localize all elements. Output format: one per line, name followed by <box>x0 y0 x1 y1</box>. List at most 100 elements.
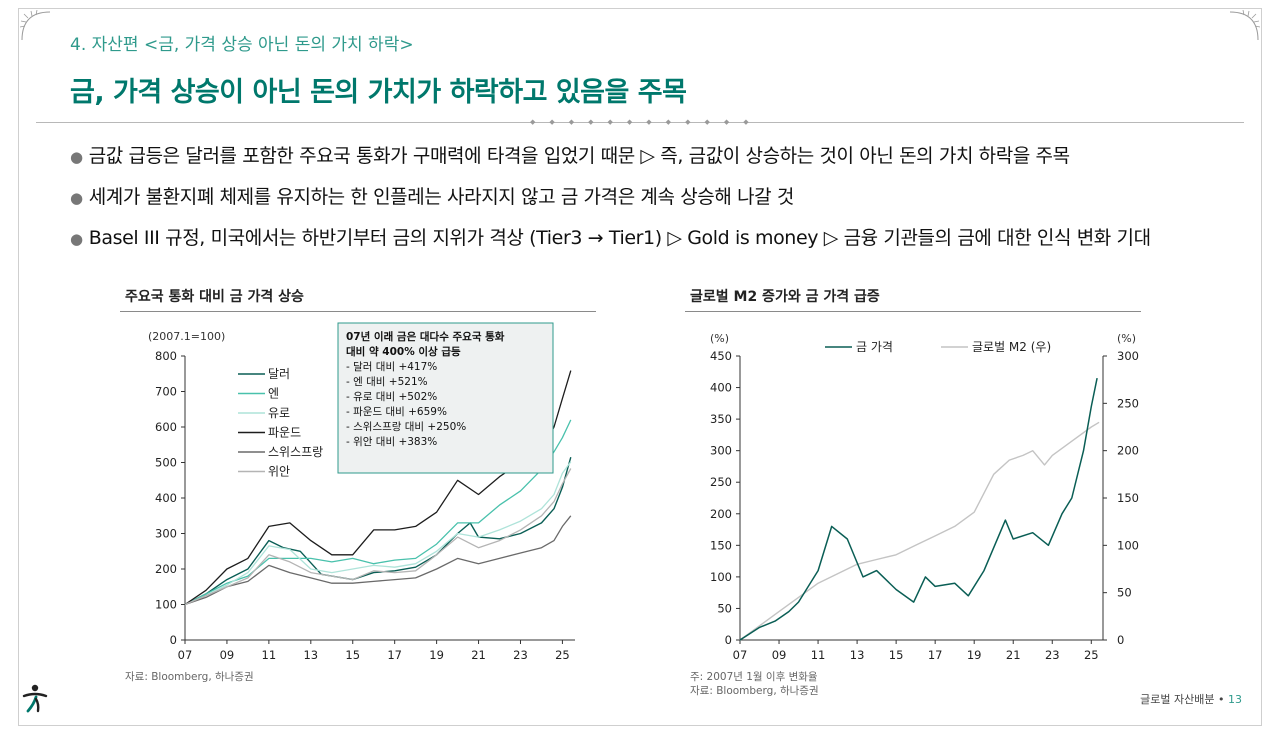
x-tick-label: 17 <box>928 648 943 662</box>
corner-ornament-top-right <box>1229 10 1260 41</box>
x-tick-label: 19 <box>429 648 444 662</box>
left-y-tick-label: 150 <box>710 538 732 552</box>
y-tick-label: 700 <box>155 385 177 399</box>
x-tick-label: 13 <box>303 648 318 662</box>
x-tick-label: 23 <box>513 648 528 662</box>
right-unit-label: (%) <box>1117 332 1136 345</box>
legend-label: 위안 <box>268 465 290 479</box>
currency-gold-chart: (2007.1=100) 0 100 200 300 400 500 600 700 800 07 0… <box>148 322 575 662</box>
x-tick-label: 07 <box>733 648 748 662</box>
title-divider <box>36 122 1244 123</box>
x-tick-label: 17 <box>387 648 402 662</box>
bullet-dot-icon: ● <box>70 189 83 207</box>
left-chart-rule <box>120 311 596 312</box>
section-label: 4. 자산편 <금, 가격 상승 아닌 돈의 가치 하락> <box>70 35 414 55</box>
right-y-tick-label: 100 <box>1117 538 1139 552</box>
y-tick-label: 500 <box>155 456 177 470</box>
left-y-tick-label: 50 <box>717 601 732 615</box>
right-y-tick-label: 300 <box>1117 349 1139 363</box>
right-y-tick-label: 150 <box>1117 491 1139 505</box>
x-tick-label: 15 <box>889 648 904 662</box>
y-tick-label: 800 <box>155 349 177 363</box>
series-line-유로 <box>184 461 572 606</box>
left-y-tick-label: 200 <box>710 507 732 521</box>
left-unit-label: (%) <box>710 332 729 345</box>
x-tick-label: 25 <box>1084 648 1099 662</box>
page-title: 금, 가격 상승이 아닌 돈의 가치가 하락하고 있음을 주목 <box>70 77 687 108</box>
bullet-item: ● Basel III 규정, 미국에서는 하반기부터 금의 지위가 격상 (Ti… <box>70 218 1260 259</box>
bullet-text: Basel III 규정, 미국에서는 하반기부터 금의 지위가 격상 (Tie… <box>88 227 1151 249</box>
x-tick-label: 09 <box>220 648 235 662</box>
y-tick-label: 600 <box>155 420 177 434</box>
corner-ornament-top-left <box>20 10 51 41</box>
legend-label: 달러 <box>268 367 290 381</box>
m2-gold-chart: (%) (%) 0 50 100 150 200 250 300 350 400 450 0 50 100 1… <box>710 332 1139 662</box>
annotation-line: 07년 이래 금은 대다수 주요국 통화 <box>346 330 505 343</box>
bullet-item: ● 세계가 불환지폐 체제를 유지하는 한 인플레는 사라지지 않고 금 가격은 … <box>70 177 1260 218</box>
annotation-box <box>337 322 554 474</box>
annotation-line: - 스위스프랑 대비 +250% <box>346 420 466 433</box>
legend-label: 스위스프랑 <box>268 445 323 459</box>
x-tick-label: 15 <box>345 648 360 662</box>
left-y-tick-label: 250 <box>710 475 732 489</box>
left-y-tick-label: 100 <box>710 570 732 584</box>
x-tick-label: 11 <box>811 648 826 662</box>
annotation-line: - 파운드 대비 +659% <box>346 406 447 418</box>
legend-label: 금 가격 <box>856 340 893 354</box>
x-tick-label: 11 <box>262 648 277 662</box>
x-tick-label: 23 <box>1045 648 1060 662</box>
footer-label: 글로벌 자산배분 <box>1140 693 1215 706</box>
x-tick-label: 25 <box>555 648 570 662</box>
right-chart-source-note: 주: 2007년 1월 이후 변화율 <box>690 671 818 683</box>
bullet-text: 세계가 불환지폐 체제를 유지하는 한 인플레는 사라지지 않고 금 가격은 계… <box>88 186 795 208</box>
annotation-line: - 엔 대비 +521% <box>346 376 428 388</box>
left-chart-title: 주요국 통화 대비 금 가격 상승 <box>125 289 304 305</box>
legend-label: 글로벌 M2 (우) <box>972 340 1051 354</box>
slide-frame <box>18 8 1262 726</box>
right-chart-rule <box>685 311 1141 312</box>
page-number: 13 <box>1228 693 1242 706</box>
annotation-line: 대비 약 400% 이상 급등 <box>346 345 461 358</box>
x-tick-label: 21 <box>471 648 486 662</box>
bullet-list: ● 금값 급등은 달러를 포함한 주요국 통화가 구매력에 타격을 입었기 때문 … <box>70 136 1260 259</box>
series-line-스위스프랑 <box>184 515 572 606</box>
left-y-tick-label: 350 <box>710 412 732 426</box>
right-y-tick-label: 250 <box>1117 396 1139 410</box>
y-tick-label: 200 <box>155 562 177 576</box>
page-footer: 글로벌 자산배분 • 13 <box>1140 691 1242 707</box>
divider-ornament: ◆◆◆◆◆◆◆◆◆◆◆◆ <box>530 118 763 126</box>
right-y-tick-label: 50 <box>1117 586 1132 600</box>
series-line-글로벌 M2 (우) <box>739 421 1100 641</box>
x-tick-label: 19 <box>967 648 982 662</box>
y-tick-label: 100 <box>155 598 177 612</box>
y-unit-label: (2007.1=100) <box>148 330 225 343</box>
right-y-tick-label: 200 <box>1117 444 1139 458</box>
annotation-line: - 위안 대비 +383% <box>346 435 437 448</box>
x-tick-label: 09 <box>772 648 787 662</box>
series-line-금 가격 <box>739 377 1098 641</box>
right-chart-source: 자료: Bloomberg, 하나증권 <box>690 685 819 697</box>
y-tick-label: 300 <box>155 527 177 541</box>
x-tick-label: 21 <box>1006 648 1021 662</box>
annotation-line: - 달러 대비 +417% <box>346 361 437 373</box>
series-line-위안 <box>184 468 572 606</box>
legend-label: 엔 <box>268 387 279 401</box>
bullet-text: 금값 급등은 달러를 포함한 주요국 통화가 구매력에 타격을 입었기 때문 ▷… <box>88 145 1070 167</box>
right-chart-title: 글로벌 M2 증가와 금 가격 급증 <box>690 289 880 305</box>
left-y-tick-label: 400 <box>710 381 732 395</box>
legend-label: 파운드 <box>268 426 301 440</box>
bullet-item: ● 금값 급등은 달러를 포함한 주요국 통화가 구매력에 타격을 입었기 때문 … <box>70 136 1260 177</box>
x-tick-label: 13 <box>850 648 865 662</box>
left-chart-source: 자료: Bloomberg, 하나증권 <box>125 671 254 683</box>
y-tick-label: 400 <box>155 491 177 505</box>
annotation-line: - 유로 대비 +502% <box>346 391 437 403</box>
legend-label: 유로 <box>268 406 290 420</box>
x-tick-label: 07 <box>178 648 193 662</box>
right-y-tick-label: 0 <box>1117 633 1124 647</box>
y-tick-label: 0 <box>170 633 177 647</box>
bullet-dot-icon: ● <box>70 230 83 248</box>
left-y-tick-label: 0 <box>725 633 732 647</box>
footer-dot: • <box>1218 693 1228 706</box>
hana-logo <box>22 684 48 713</box>
series-line-달러 <box>184 457 572 606</box>
